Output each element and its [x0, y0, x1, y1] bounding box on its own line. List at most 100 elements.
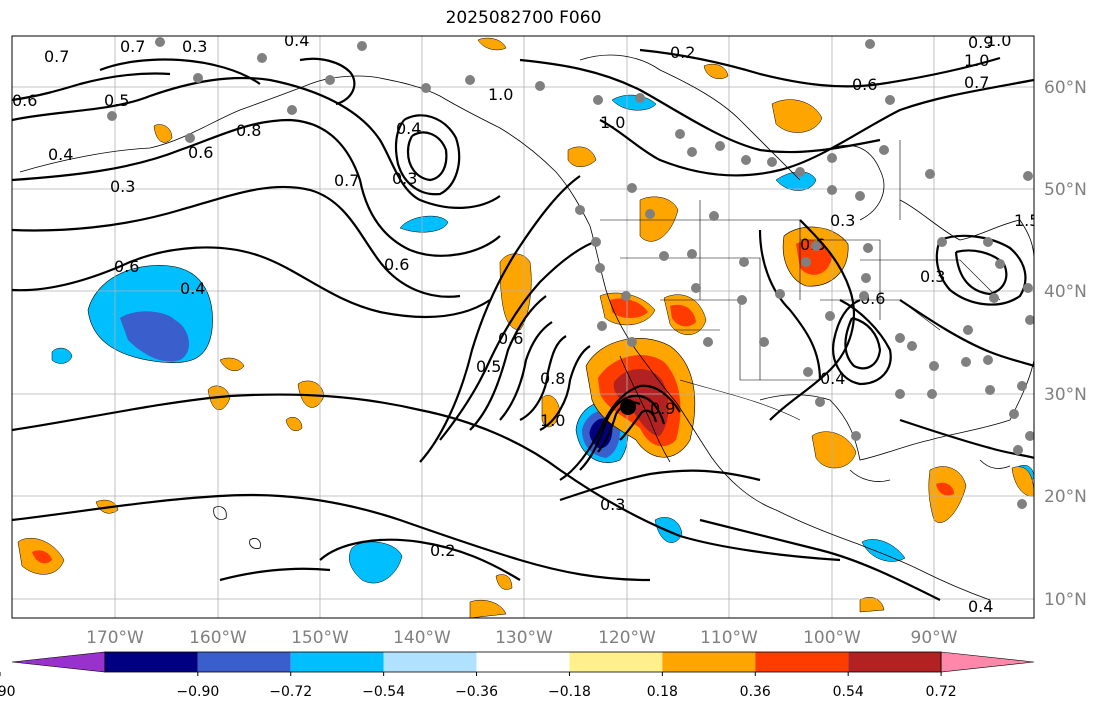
- colorbar-segment: [569, 652, 663, 672]
- contour-label: 0.4: [968, 597, 993, 616]
- colorbar-segment: [940, 651, 1035, 673]
- contour-label: 0.3: [920, 267, 945, 286]
- contour-label: 0.3: [830, 211, 855, 230]
- station-dot: [257, 53, 267, 63]
- lat-tick-label: 50°N: [1044, 180, 1087, 200]
- station-dot: [1017, 381, 1027, 391]
- station-dot: [961, 357, 971, 367]
- shading-layer: [17, 37, 1034, 618]
- station-dot: [709, 211, 719, 221]
- station-dot: [687, 249, 697, 259]
- station-dot: [927, 389, 937, 399]
- station-dot: [983, 237, 993, 247]
- station-dot: [803, 367, 813, 377]
- lon-tick-label: 100°W: [803, 628, 861, 648]
- station-dot: [621, 291, 631, 301]
- longitude-axis: 170°W 160°W 150°W 140°W 130°W 120°W 110°…: [86, 628, 958, 648]
- contour-label: 0.8: [236, 121, 261, 140]
- station-dot: [739, 257, 749, 267]
- contour-label: 0.7: [334, 171, 359, 190]
- station-dot: [863, 243, 873, 253]
- station-dot: [859, 291, 869, 301]
- lat-tick-label: 10°N: [1044, 590, 1087, 610]
- lon-tick-label: 130°W: [495, 628, 553, 648]
- station-dot: [995, 259, 1005, 269]
- station-dot: [287, 105, 297, 115]
- station-dot: [775, 289, 785, 299]
- station-dot: [675, 129, 685, 139]
- contour-label: 0.7: [44, 47, 69, 66]
- map-panel: 0.7 0.3 0.4 0.2 1.0 1.0 0.7 0.6 0.5 0.6 …: [12, 31, 1039, 618]
- station-dot: [357, 41, 367, 51]
- station-dot: [715, 141, 725, 151]
- station-dot: [767, 157, 777, 167]
- station-dot: [1025, 431, 1034, 441]
- station-dot: [759, 337, 769, 347]
- station-dot: [827, 185, 837, 195]
- lat-tick-label: 20°N: [1044, 487, 1087, 507]
- colorbar-tick-label: −0.54: [362, 684, 405, 700]
- station-dot: [885, 95, 895, 105]
- colorbar-segment: [290, 652, 384, 672]
- colorbar-tick-label: 0.72: [926, 684, 957, 700]
- contour-label: 0.6: [498, 329, 523, 348]
- contour-label: 0.6: [12, 91, 37, 110]
- station-dot: [1023, 283, 1033, 293]
- station-dot: [185, 133, 195, 143]
- station-dot: [1009, 409, 1019, 419]
- contour-label: 0.4: [180, 279, 205, 298]
- contour-label: 0.6: [384, 255, 409, 274]
- station-dot: [591, 237, 601, 247]
- station-dot: [465, 75, 475, 85]
- colorbar-segment: [848, 652, 942, 672]
- colorbar-segment: [197, 652, 291, 672]
- colorbar: −0.90 −0.72 −0.54 −0.36 −0.18 0.18 0.36 0.54 0.7…: [0, 651, 1035, 700]
- lon-tick-label: 110°W: [700, 628, 758, 648]
- contour-label: 0.4: [48, 145, 73, 164]
- station-dot: [983, 355, 993, 365]
- colorbar-segments: [11, 651, 1035, 673]
- station-dot: [575, 205, 585, 215]
- contour-label: 1.0: [986, 31, 1011, 50]
- contour-lines: [12, 48, 1034, 601]
- colorbar-segment: [11, 651, 106, 673]
- station-dot: [703, 337, 713, 347]
- station-dot: [925, 169, 935, 179]
- map-title: 2025082700 F060: [445, 8, 602, 28]
- lon-tick-label: 160°W: [189, 628, 247, 648]
- station-dot: [937, 237, 947, 247]
- contour-label: 0.3: [600, 495, 625, 514]
- lat-tick-label: 40°N: [1044, 282, 1087, 302]
- station-dot: [535, 81, 545, 91]
- station-dot: [325, 75, 335, 85]
- lon-tick-label: 150°W: [291, 628, 349, 648]
- station-dot: [989, 293, 999, 303]
- station-dot: [635, 93, 645, 103]
- station-dot: [1013, 445, 1023, 455]
- contour-label: 0.4: [284, 31, 309, 50]
- lon-tick-label: 170°W: [86, 628, 144, 648]
- contour-label: 0.3: [392, 169, 417, 188]
- contour-label: 0.9: [650, 399, 675, 418]
- station-dot: [929, 361, 939, 371]
- colorbar-segment: [104, 652, 198, 672]
- lon-tick-label: 140°W: [393, 628, 451, 648]
- contour-label: 0.4: [396, 119, 421, 138]
- station-dot: [879, 145, 889, 155]
- storm-center-marker: [620, 399, 636, 415]
- station-dot: [827, 153, 837, 163]
- station-dot: [985, 385, 995, 395]
- latitude-axis: 60°N 50°N 40°N 30°N 20°N 10°N: [1044, 78, 1087, 610]
- station-dot: [825, 311, 835, 321]
- station-dot: [645, 209, 655, 219]
- station-dot: [811, 241, 821, 251]
- contour-label: 0.8: [540, 369, 565, 388]
- station-dot: [1025, 315, 1034, 325]
- contour-label: 1.5: [1014, 211, 1039, 230]
- map-frame: [11, 35, 1035, 619]
- colorbar-tick-label: −0.36: [455, 684, 498, 700]
- station-dot: [1017, 499, 1027, 509]
- station-dot: [687, 147, 697, 157]
- negative-anomaly-area: [120, 311, 190, 362]
